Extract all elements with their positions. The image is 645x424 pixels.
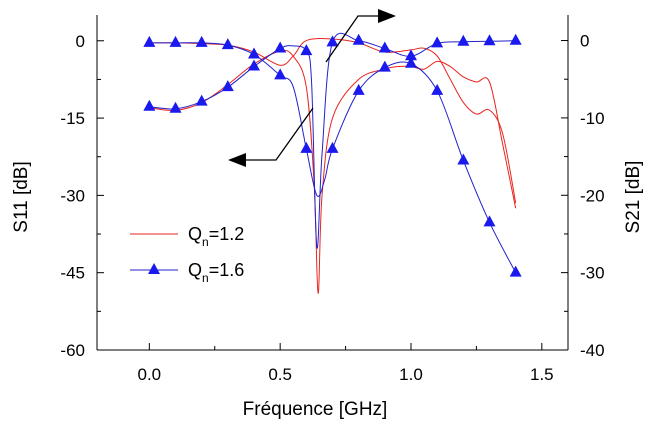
marker-s21-3-4 — [248, 47, 260, 59]
y-tick-label-left-2: -30 — [60, 186, 85, 205]
marker-s11-2-11 — [431, 36, 444, 48]
marker-s11-2-14 — [509, 33, 522, 45]
y-tick-label-right-0: -40 — [580, 341, 605, 360]
marker-s21-3-5 — [274, 68, 287, 80]
x-tick-label-3: 1.5 — [530, 365, 554, 384]
marker-s21-3-0 — [143, 35, 156, 47]
marker-s11-2-13 — [483, 34, 496, 46]
annotation-arrows — [228, 9, 396, 167]
ticks: 0.0 0.5 1.0 1.5 -60 -45 -30 -15 0 -40 -30 -20 -10 0 — [60, 32, 604, 384]
legend-marker-qn-1-6 — [148, 263, 160, 274]
y-tick-label-right-4: 0 — [580, 32, 589, 51]
marker-s11-2-0 — [143, 99, 156, 111]
y-tick-label-left-0: -60 — [60, 341, 85, 360]
marker-s21-3-9 — [378, 60, 391, 72]
y-tick-label-left-4: 0 — [76, 32, 85, 51]
y-tick-label-right-2: -20 — [580, 186, 605, 205]
marker-s11-2-7 — [326, 35, 339, 47]
marker-s21-3-3 — [221, 38, 234, 50]
legend-label-qn-1-2: Qn=1.2 — [188, 224, 244, 249]
marker-s21-3-12 — [457, 153, 470, 165]
arrow-left-head — [228, 153, 246, 167]
marker-s11-2-9 — [378, 41, 391, 53]
marker-s21-3-2 — [195, 35, 208, 47]
arrow-right-head — [378, 9, 396, 23]
series-line-s11-2 — [149, 32, 516, 249]
marker-s11-2-1 — [169, 101, 182, 113]
marker-s21-3-13 — [483, 215, 496, 227]
legend-label-qn-1-6: Qn=1.6 — [188, 260, 244, 285]
x-tick-label-1: 0.5 — [268, 365, 292, 384]
y-tick-label-right-3: -10 — [580, 109, 605, 128]
marker-s21-3-8 — [352, 83, 365, 95]
y-axis-label-right: S21 [dB] — [623, 161, 644, 234]
series-line-s11-0 — [149, 49, 517, 294]
marker-s21-3-1 — [169, 35, 182, 47]
series-line-s21-1 — [149, 38, 517, 204]
marker-s11-2-6 — [300, 44, 313, 56]
markers — [143, 33, 522, 277]
y-tick-label-left-1: -45 — [60, 264, 85, 283]
marker-s11-2-12 — [457, 34, 470, 46]
marker-s11-2-5 — [274, 41, 287, 53]
marker-s11-2-4 — [248, 59, 260, 71]
marker-s21-3-10 — [405, 56, 417, 68]
marker-s11-2-8 — [352, 33, 365, 45]
x-tick-label-0: 0.0 — [138, 365, 162, 384]
x-axis-label: Fréquence [GHz] — [243, 399, 388, 420]
marker-s11-2-3 — [221, 80, 234, 92]
x-tick-label-2: 1.0 — [399, 365, 423, 384]
marker-s11-2-2 — [195, 94, 208, 106]
y-tick-label-left-3: -15 — [60, 109, 85, 128]
arrow-left-shaft — [236, 107, 314, 161]
y-axis-label-left: S11 [dB] — [11, 161, 32, 232]
marker-s11-2-10 — [405, 49, 417, 61]
axes-frame — [96, 15, 569, 351]
y-tick-label-right-1: -30 — [580, 264, 605, 283]
marker-s21-3-6 — [300, 141, 313, 153]
marker-s21-3-7 — [326, 141, 339, 153]
marker-s21-3-11 — [431, 83, 444, 95]
legend: Qn=1.2 Qn=1.6 — [130, 224, 244, 285]
marker-s21-3-14 — [509, 265, 522, 277]
